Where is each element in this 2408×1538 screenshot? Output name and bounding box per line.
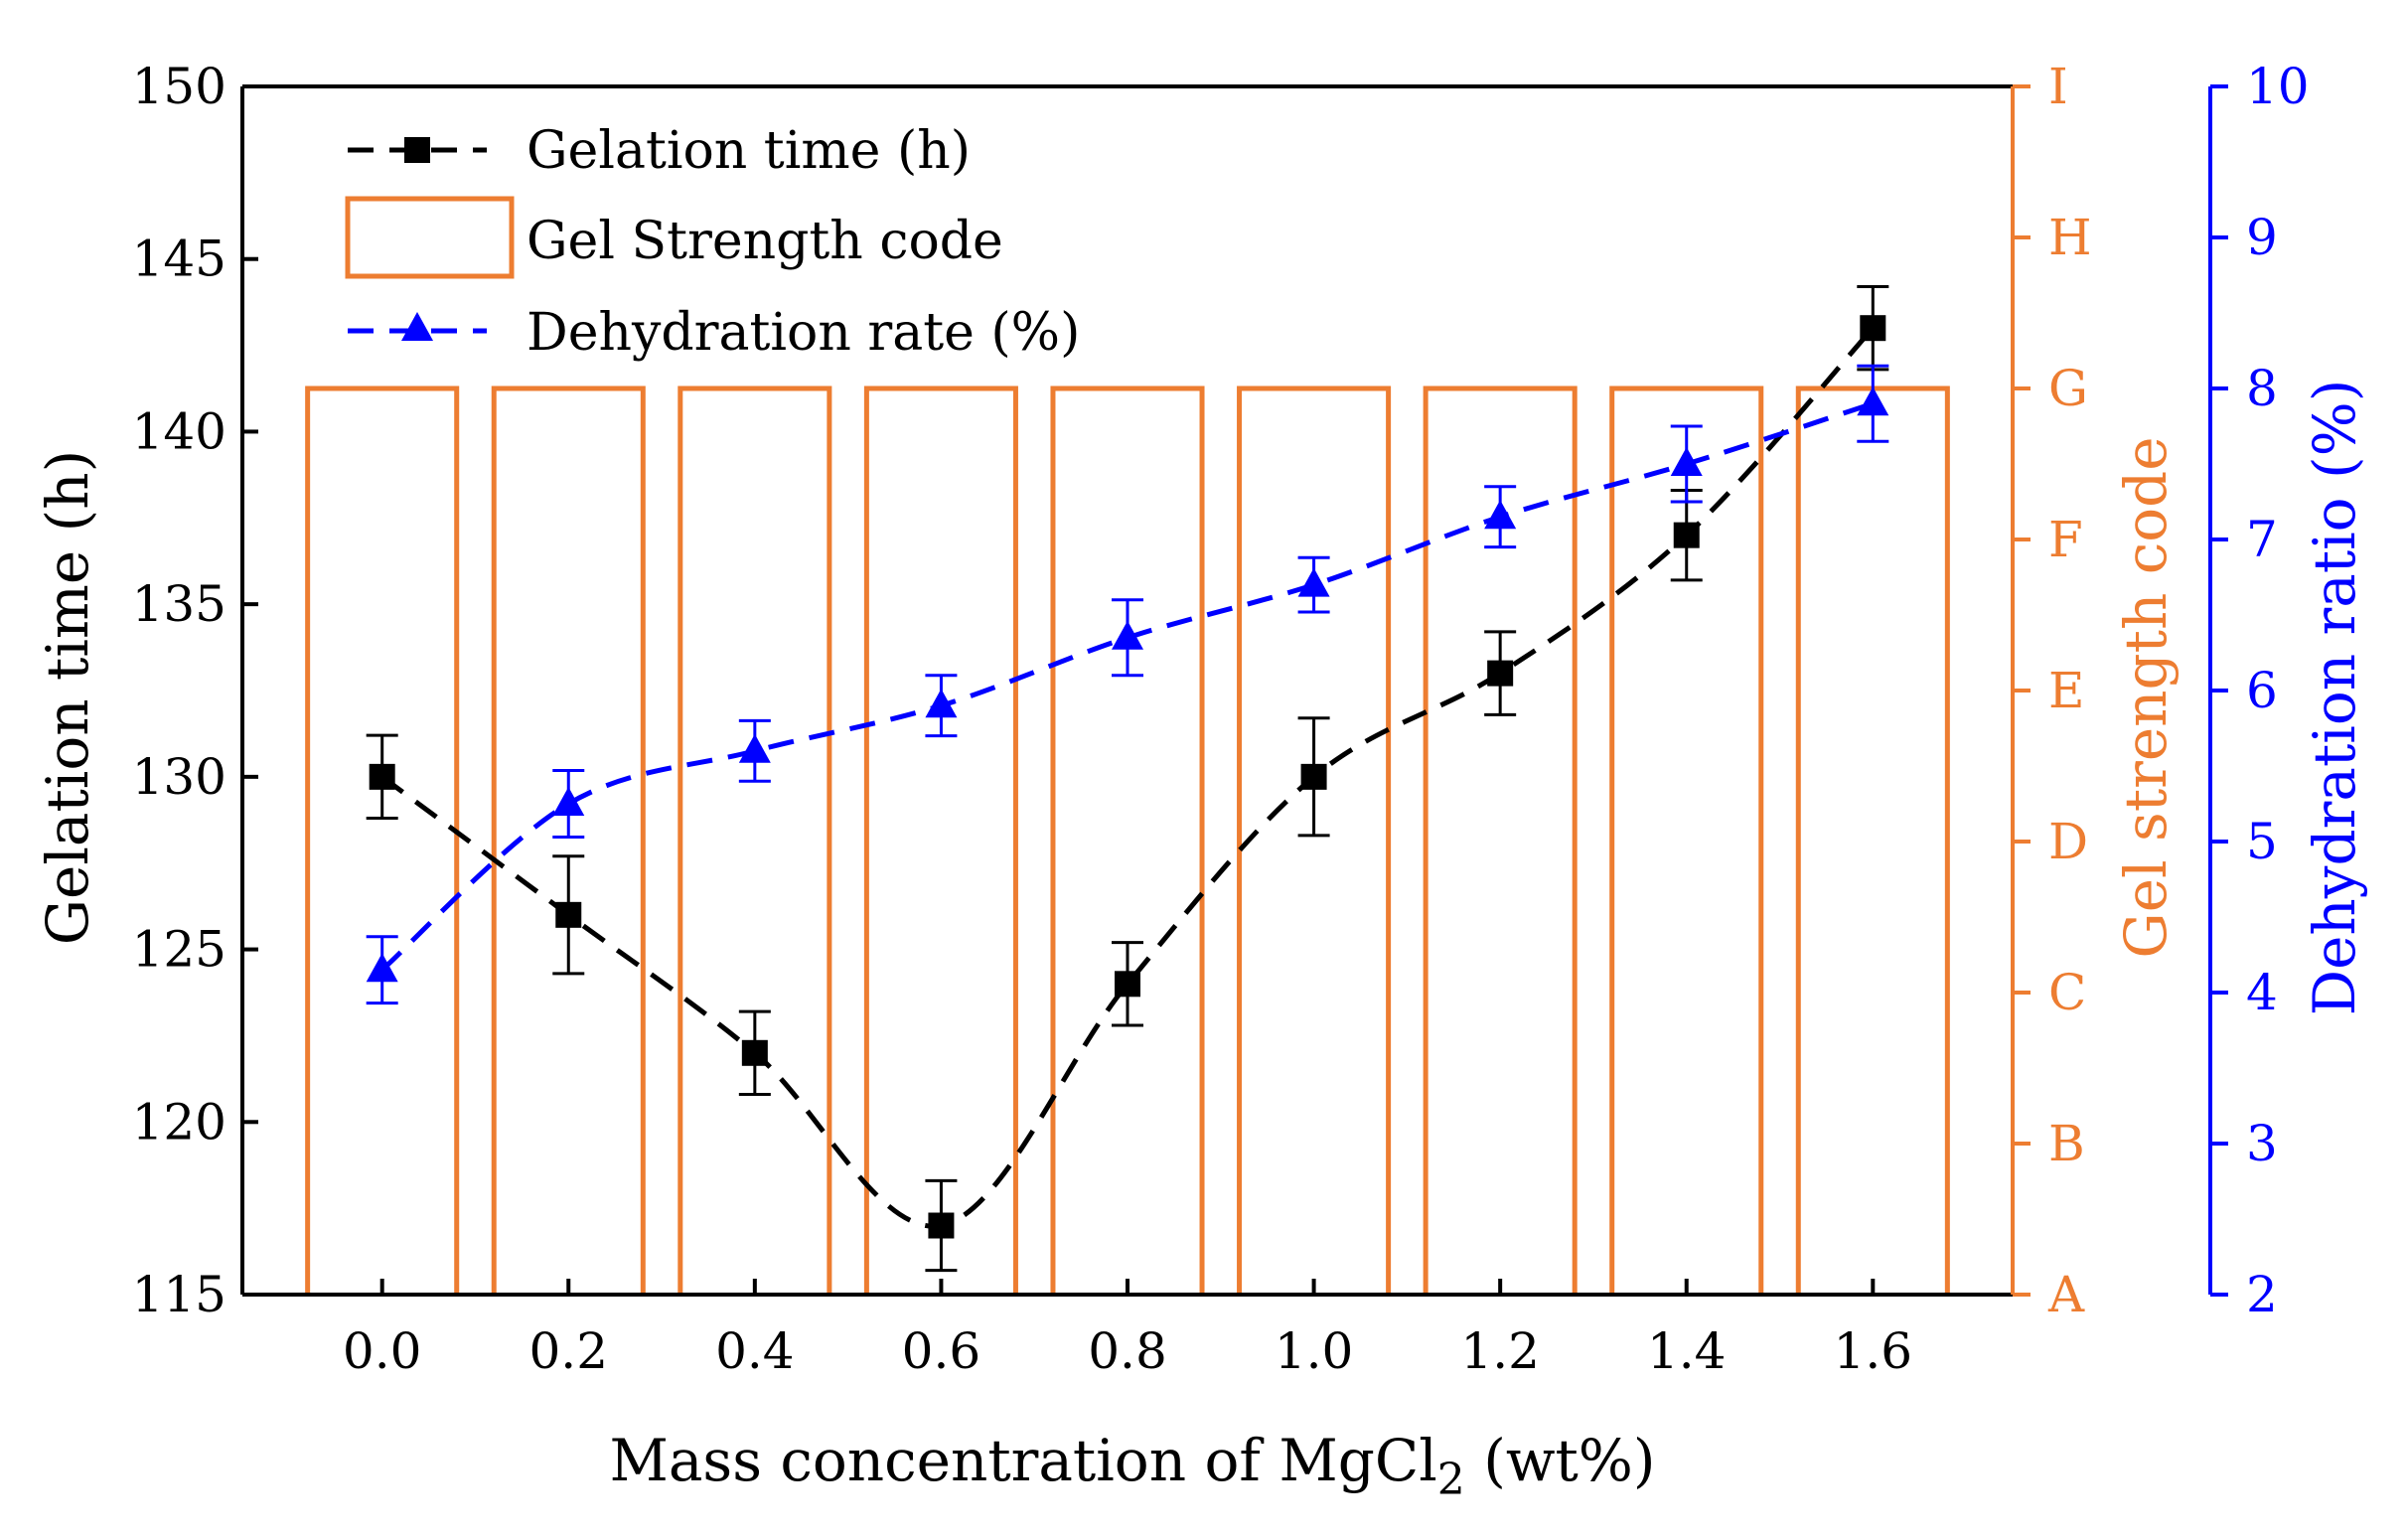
gelation-time-line bbox=[380, 326, 1876, 1229]
dehydration-point bbox=[1484, 500, 1517, 530]
gel-strength-bar bbox=[1237, 385, 1392, 1295]
legend-dehydration-marker bbox=[401, 312, 433, 341]
left-axis-tick-label: 115 bbox=[132, 1266, 226, 1323]
left-axis-tick-label: 125 bbox=[132, 921, 226, 979]
left-axis-title: Gelation time (h) bbox=[34, 450, 101, 946]
dehydration-point bbox=[1857, 386, 1889, 416]
middle-axis-title: Gel strength code bbox=[2112, 436, 2180, 958]
dehydration-axis-tick-label: 6 bbox=[2246, 662, 2278, 719]
left-axis-tick-label: 130 bbox=[132, 748, 226, 806]
x-axis-tick-label: 0.0 bbox=[343, 1322, 422, 1380]
gelation-point bbox=[1115, 971, 1140, 998]
gel-strength-bar bbox=[1423, 385, 1578, 1295]
gel-strength-bar bbox=[1050, 385, 1205, 1295]
gel-strength-axis-tick-label: A bbox=[2047, 1266, 2085, 1323]
dehydration-axis-tick-label: 2 bbox=[2246, 1266, 2278, 1323]
gel-strength-axis-tick-label: I bbox=[2048, 58, 2068, 115]
gel-strength-bar bbox=[1609, 385, 1764, 1295]
gel-strength-bar bbox=[863, 385, 1018, 1295]
dehydration-axis-tick-label: 4 bbox=[2246, 964, 2278, 1021]
dehydration-point bbox=[1670, 447, 1703, 476]
x-axis-tick-label: 1.0 bbox=[1275, 1322, 1354, 1380]
gelation-point bbox=[1860, 315, 1886, 342]
gel-strength-axis-tick-label: G bbox=[2048, 360, 2088, 417]
gel-strength-bar bbox=[491, 385, 646, 1295]
left-axis-tick-label: 150 bbox=[132, 58, 226, 115]
gel-strength-axis-tick-label: H bbox=[2048, 209, 2092, 266]
dehydration-axis-tick-label: 8 bbox=[2246, 360, 2278, 417]
axis-titles: Mass concentration of MgCl2 (wt%) Gelati… bbox=[34, 380, 2368, 1505]
dehydration-axis-tick-label: 7 bbox=[2246, 511, 2278, 568]
x-axis-tick-label: 0.6 bbox=[902, 1322, 981, 1380]
dehydration-line bbox=[380, 400, 1875, 973]
dehydration-axis-tick-label: 3 bbox=[2246, 1115, 2278, 1172]
dehydration-point bbox=[1297, 567, 1330, 597]
left-axis-tick-label: 145 bbox=[132, 231, 226, 288]
x-axis-tick-label: 0.8 bbox=[1088, 1322, 1167, 1380]
gel-strength-bar bbox=[1795, 385, 1950, 1295]
gel-strength-axis-tick-label: C bbox=[2048, 964, 2086, 1021]
dehydration-axis-tick-label: 9 bbox=[2246, 209, 2278, 266]
x-axis-tick-label: 0.4 bbox=[715, 1322, 795, 1380]
x-axis-tick-label: 1.4 bbox=[1647, 1322, 1727, 1380]
plot-frame bbox=[240, 84, 2013, 1297]
gel-strength-bar bbox=[677, 385, 832, 1295]
legend-strength-label: Gel Strength code bbox=[527, 212, 1003, 271]
gelation-point bbox=[1487, 660, 1514, 687]
dehydration-point bbox=[1112, 620, 1143, 650]
legend-dehydration-label: Dehydration rate (%) bbox=[527, 303, 1080, 363]
x-axis-tick-label: 0.2 bbox=[528, 1322, 608, 1380]
legend-gelation-marker bbox=[404, 137, 430, 163]
left-axis-tick-label: 140 bbox=[132, 402, 226, 460]
gelation-point bbox=[741, 1039, 768, 1066]
gelation-point bbox=[928, 1212, 955, 1239]
legend-strength-swatch bbox=[345, 196, 515, 279]
dehydration-point bbox=[552, 787, 585, 816]
gel-strength-bar bbox=[305, 385, 460, 1295]
gelation-point bbox=[1673, 522, 1700, 548]
legend: Gelation time (h) Gel Strength code Dehydr… bbox=[345, 121, 1080, 363]
left-axis-tick-label: 135 bbox=[132, 575, 226, 633]
dehydration-axis-tick-label: 5 bbox=[2246, 813, 2278, 870]
right-axis-title: Dehydration ratio (%) bbox=[2301, 380, 2368, 1016]
gel-strength-axis-tick-label: D bbox=[2048, 813, 2088, 870]
gelation-point bbox=[369, 763, 395, 790]
gel-strength-axis-tick-label: F bbox=[2048, 511, 2083, 568]
dehydration-point bbox=[366, 953, 398, 983]
dehydration-point bbox=[925, 689, 958, 718]
gel-strength-axis-tick-label: E bbox=[2048, 662, 2085, 719]
data-lines bbox=[366, 285, 1889, 1273]
gel-strength-bars bbox=[305, 385, 1950, 1295]
x-axis-title: Mass concentration of MgCl2 (wt%) bbox=[609, 1427, 1655, 1505]
axes: 115 120 125 130 135 140 145 150 0.0 0.2 0.4 0.6 0.8 1… bbox=[132, 58, 2310, 1380]
left-axis-tick-label: 120 bbox=[132, 1093, 226, 1151]
dehydration-point bbox=[738, 733, 771, 763]
gelation-point bbox=[1300, 763, 1327, 790]
dehydration-axis-tick-label: 10 bbox=[2246, 58, 2310, 115]
gelation-point bbox=[555, 901, 582, 928]
legend-gelation-label: Gelation time (h) bbox=[527, 121, 971, 181]
x-axis-tick-label: 1.2 bbox=[1460, 1322, 1540, 1380]
gel-strength-axis-tick-label: B bbox=[2048, 1115, 2085, 1172]
x-axis-tick-label: 1.6 bbox=[1834, 1322, 1913, 1380]
